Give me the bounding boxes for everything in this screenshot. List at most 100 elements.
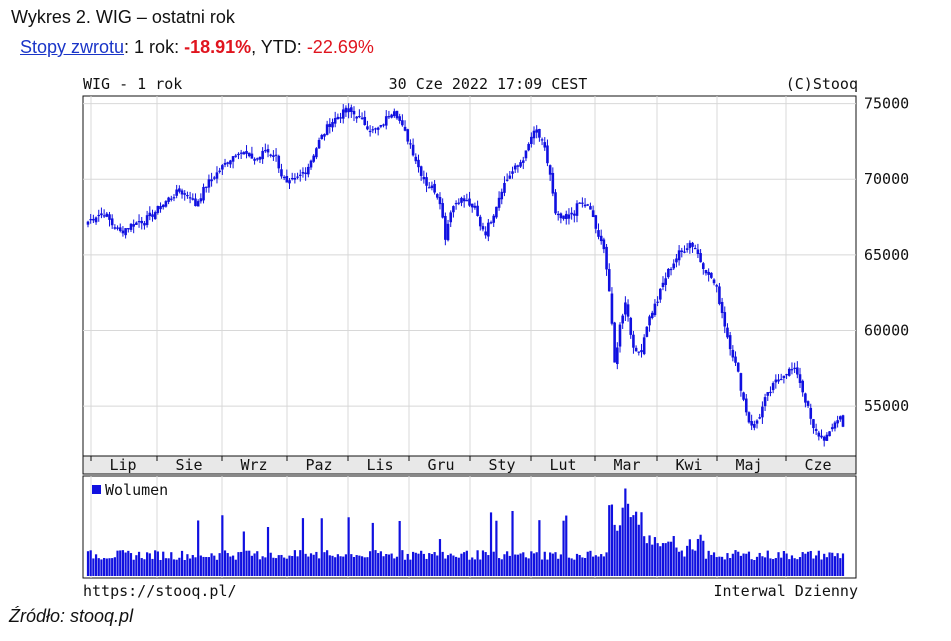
candle-body <box>530 136 533 145</box>
volume-bar <box>683 556 686 576</box>
volume-bar <box>715 557 718 576</box>
volume-bar <box>723 559 726 576</box>
candle-body <box>779 378 783 381</box>
candle-body <box>202 186 205 201</box>
candle-body <box>707 271 710 275</box>
volume-bar <box>237 552 240 576</box>
y-tick-label: 75000 <box>864 95 909 113</box>
candle-body <box>210 179 213 182</box>
candle-body <box>793 367 796 369</box>
volume-bar <box>484 552 487 576</box>
volume-bar <box>401 550 404 576</box>
candle-body <box>328 123 332 127</box>
volume-bar <box>476 550 479 576</box>
volume-bar <box>121 550 125 576</box>
candle-body <box>315 148 318 158</box>
x-tick-label: Cze <box>804 456 831 474</box>
candle-body <box>492 215 496 223</box>
candle-body <box>551 172 555 194</box>
candle-body <box>704 269 708 274</box>
volume-bar <box>570 558 573 576</box>
volume-bar <box>624 488 627 576</box>
x-tick-label: Lip <box>109 456 136 474</box>
candle-body <box>191 198 195 200</box>
candle-body <box>411 144 415 156</box>
volume-bar <box>412 551 415 576</box>
candle-body <box>538 128 541 138</box>
volume-bar <box>672 536 675 576</box>
candle-body <box>683 251 686 253</box>
volume-bar <box>291 556 294 576</box>
candle-body <box>331 122 334 128</box>
candle-body <box>661 282 665 288</box>
returns-link[interactable]: Stopy zwrotu <box>20 37 125 57</box>
volume-bar <box>680 550 683 576</box>
candle-body <box>285 176 289 183</box>
volume-bar <box>637 524 640 576</box>
candle-body <box>712 279 716 284</box>
volume-bar <box>409 559 412 576</box>
candle-body <box>524 150 528 159</box>
candle-body <box>430 185 434 188</box>
volume-bar <box>828 552 831 576</box>
candle-body <box>782 375 786 378</box>
candle-body <box>124 228 127 236</box>
candle-body <box>97 214 101 217</box>
volume-bar <box>86 551 90 576</box>
volume-bar <box>172 559 176 576</box>
candle-body <box>532 130 536 139</box>
candle-body <box>586 204 590 206</box>
footer-url[interactable]: https://stooq.pl/ <box>83 582 237 600</box>
candle-body <box>540 139 544 141</box>
candle-body <box>505 179 509 181</box>
candle-body <box>417 159 420 168</box>
candle-body <box>605 246 608 270</box>
volume-bar <box>164 558 168 576</box>
candle-body <box>298 174 302 176</box>
candle-body <box>790 369 794 371</box>
candle-body <box>352 110 356 115</box>
volume-bar <box>742 553 745 576</box>
volume-bar <box>643 536 646 576</box>
candle-body <box>422 176 426 180</box>
candle-body <box>194 198 197 207</box>
volume-bar <box>831 552 834 576</box>
volume-bar <box>487 555 490 576</box>
candle-body <box>543 142 547 148</box>
volume-bar <box>111 558 114 576</box>
candle-body <box>487 222 490 237</box>
volume-bar <box>256 551 259 576</box>
candle-body <box>672 263 676 269</box>
volume-bar <box>610 504 614 576</box>
volume-bar <box>769 558 772 576</box>
volume-bar <box>702 540 705 576</box>
candle-body <box>175 189 178 196</box>
volume-bar <box>393 558 396 576</box>
candle-body <box>457 202 461 204</box>
volume-bar <box>549 552 552 576</box>
volume-bar <box>745 553 748 576</box>
candle-body <box>841 415 845 427</box>
candle-body <box>664 278 667 285</box>
candle-body <box>763 397 767 407</box>
candle-body <box>390 114 393 118</box>
candle-body <box>186 194 189 197</box>
candle-body <box>726 327 729 338</box>
volume-bar <box>699 534 702 576</box>
volume-bar <box>522 552 525 576</box>
volume-bar <box>317 558 321 576</box>
candle-body <box>758 417 762 419</box>
volume-bar <box>578 555 581 576</box>
candle-body <box>108 214 111 220</box>
volume-bar <box>293 550 296 576</box>
candle-body <box>427 187 431 189</box>
volume-bar <box>468 559 471 576</box>
volume-bar <box>678 551 681 576</box>
volume-bar <box>589 550 592 576</box>
volume-bar <box>280 554 283 576</box>
candle-body <box>640 350 643 353</box>
volume-bar <box>231 555 235 576</box>
volume-bar <box>390 553 393 576</box>
volume-bar <box>186 554 189 576</box>
candle-body <box>129 223 133 230</box>
